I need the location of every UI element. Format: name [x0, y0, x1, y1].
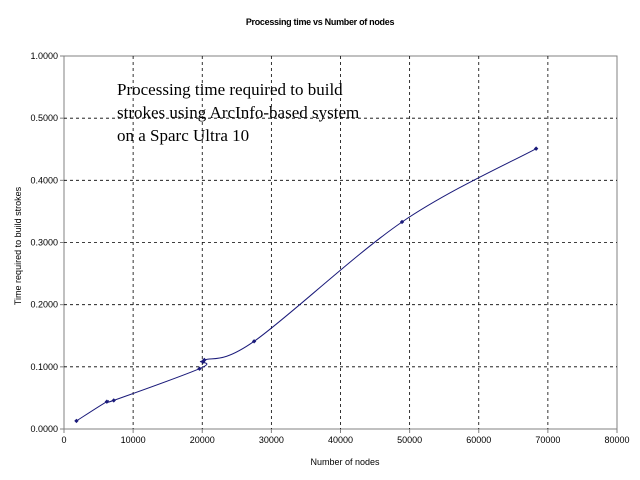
x-tick-label: 20000	[190, 435, 215, 445]
x-tick-label: 80000	[604, 435, 629, 445]
y-tick-label: 0.1000	[30, 362, 58, 372]
y-tick-label: 0.3000	[30, 238, 58, 248]
y-tick-labels: 0.0000 0.1000 0.2000 0.3000 0.4000 0.5000 1.00…	[30, 51, 58, 434]
x-tick-label: 10000	[121, 435, 146, 445]
y-tick-label: 1.0000	[30, 51, 58, 61]
y-tick-label: 0.0000	[30, 424, 58, 434]
annotation-line-2: strokes using ArcInfo-based system	[117, 103, 359, 122]
gridlines	[60, 55, 618, 433]
x-tick-label: 70000	[535, 435, 560, 445]
data-point	[111, 398, 116, 403]
y-axis-label: Time required to build strokes	[13, 186, 23, 305]
data-point	[197, 366, 202, 371]
x-tick-labels: 0 10000 20000 30000 40000 50000 60000 70000 8000…	[61, 435, 629, 445]
x-axis-label: Number of nodes	[310, 457, 380, 467]
series-markers	[74, 146, 539, 424]
x-tick-label: 50000	[397, 435, 422, 445]
x-tick-label: 0	[61, 435, 66, 445]
x-tick-label: 30000	[259, 435, 284, 445]
data-point	[533, 146, 539, 151]
data-point	[74, 418, 79, 424]
data-point	[202, 357, 207, 363]
data-point	[251, 339, 257, 344]
y-tick-label: 0.5000	[30, 113, 58, 123]
x-tick-label: 60000	[466, 435, 491, 445]
chart-title: Processing time vs Number of nodes	[246, 17, 395, 27]
data-point	[104, 399, 110, 404]
annotation-line-3: on a Sparc Ultra 10	[117, 126, 249, 145]
y-tick-label: 0.4000	[30, 175, 58, 185]
annotation-line-1: Processing time required to build	[117, 80, 343, 99]
x-tick-label: 40000	[328, 435, 353, 445]
data-point	[399, 219, 405, 225]
y-tick-label: 0.2000	[30, 300, 58, 310]
